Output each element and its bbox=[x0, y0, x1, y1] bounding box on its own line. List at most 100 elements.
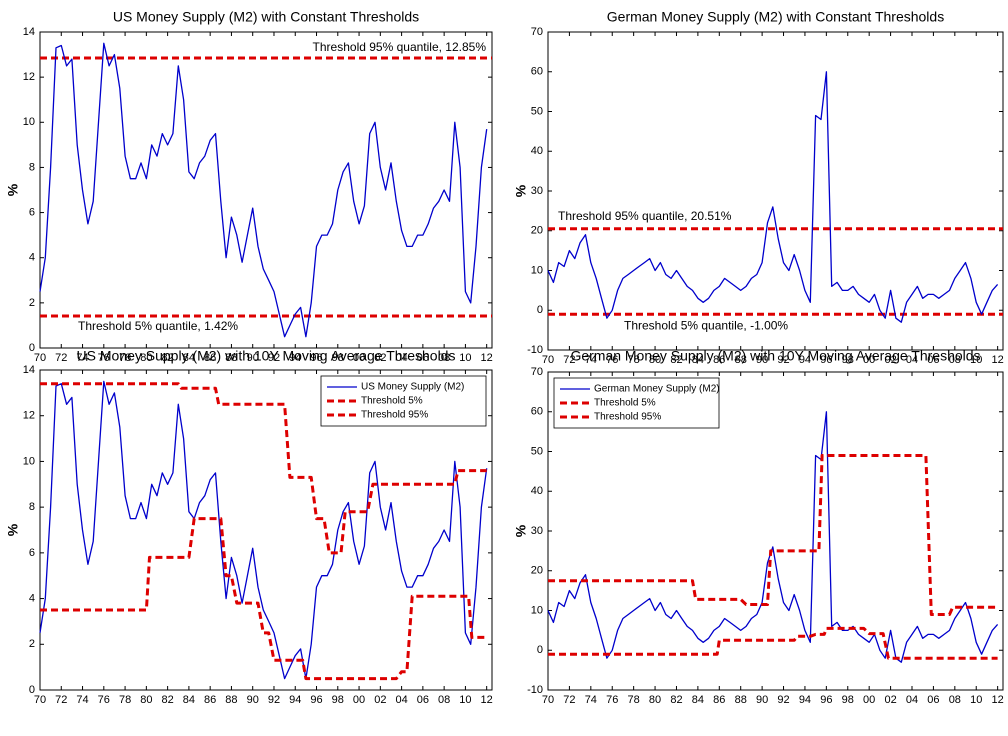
x-tick-label: 04 bbox=[906, 694, 918, 706]
x-tick-label: 70 bbox=[34, 694, 46, 706]
x-tick-label: 88 bbox=[735, 354, 747, 366]
x-tick-label: 94 bbox=[289, 352, 301, 364]
x-tick-label: 82 bbox=[670, 354, 682, 366]
x-tick-label: 00 bbox=[863, 354, 875, 366]
y-tick-label: 2 bbox=[29, 297, 35, 309]
x-tick-label: 94 bbox=[799, 354, 811, 366]
x-tick-label: 94 bbox=[289, 694, 301, 706]
y-axis-label: % bbox=[5, 523, 21, 536]
y-tick-label: 6 bbox=[29, 547, 35, 559]
series-line bbox=[39, 42, 488, 338]
y-tick-label: 40 bbox=[531, 485, 543, 497]
y-axis-label: % bbox=[513, 524, 529, 537]
y-tick-label: 0 bbox=[29, 342, 35, 354]
x-tick-label: 92 bbox=[777, 694, 789, 706]
x-tick-label: 00 bbox=[353, 352, 365, 364]
y-tick-label: 20 bbox=[531, 565, 543, 577]
threshold-line bbox=[40, 517, 487, 681]
y-tick-label: 10 bbox=[23, 455, 35, 467]
x-tick-label: 96 bbox=[310, 694, 322, 706]
threshold-label: Threshold 95% quantile, 20.51% bbox=[558, 209, 732, 223]
y-tick-label: 4 bbox=[29, 252, 35, 264]
y-tick-label: 10 bbox=[531, 264, 543, 276]
y-tick-label: 8 bbox=[29, 161, 35, 173]
y-tick-label: 70 bbox=[531, 366, 543, 378]
plot-area bbox=[39, 31, 493, 349]
y-tick-label: 50 bbox=[531, 445, 543, 457]
x-tick-label: 74 bbox=[585, 354, 597, 366]
x-tick-label: 08 bbox=[438, 694, 450, 706]
x-tick-label: 84 bbox=[692, 354, 704, 366]
x-tick-label: 90 bbox=[247, 694, 259, 706]
y-tick-label: 40 bbox=[531, 145, 543, 157]
y-axis-label: % bbox=[5, 183, 21, 196]
x-tick-label: 80 bbox=[140, 694, 152, 706]
y-tick-label: 14 bbox=[23, 26, 35, 38]
x-tick-label: 72 bbox=[563, 694, 575, 706]
x-tick-label: 88 bbox=[225, 352, 237, 364]
x-tick-label: 12 bbox=[992, 694, 1004, 706]
x-tick-label: 02 bbox=[374, 694, 386, 706]
x-tick-label: 06 bbox=[417, 352, 429, 364]
x-tick-label: 84 bbox=[183, 694, 195, 706]
series-line bbox=[547, 71, 999, 323]
x-tick-label: 78 bbox=[119, 694, 131, 706]
x-tick-label: 80 bbox=[649, 694, 661, 706]
legend-label: US Money Supply (M2) bbox=[361, 382, 464, 393]
y-tick-label: 0 bbox=[537, 304, 543, 316]
y-tick-label: 50 bbox=[531, 105, 543, 117]
x-tick-label: 98 bbox=[842, 694, 854, 706]
x-tick-label: 04 bbox=[395, 694, 407, 706]
x-tick-label: 78 bbox=[119, 352, 131, 364]
x-tick-label: 02 bbox=[884, 354, 896, 366]
x-tick-label: 90 bbox=[756, 354, 768, 366]
y-tick-label: -10 bbox=[527, 344, 543, 356]
x-tick-label: 10 bbox=[970, 694, 982, 706]
y-tick-label: -10 bbox=[527, 684, 543, 696]
x-tick-label: 98 bbox=[332, 352, 344, 364]
y-tick-label: 30 bbox=[531, 185, 543, 197]
x-tick-label: 76 bbox=[606, 694, 618, 706]
y-tick-label: 60 bbox=[531, 66, 543, 78]
y-tick-label: 0 bbox=[537, 644, 543, 656]
x-tick-label: 10 bbox=[970, 354, 982, 366]
legend-box bbox=[553, 377, 720, 429]
x-tick-label: 86 bbox=[204, 352, 216, 364]
x-tick-label: 02 bbox=[884, 694, 896, 706]
threshold-line bbox=[40, 382, 487, 555]
legend-box bbox=[320, 375, 487, 427]
x-tick-label: 84 bbox=[692, 694, 704, 706]
x-tick-label: 74 bbox=[76, 352, 88, 364]
threshold-line bbox=[548, 454, 998, 616]
x-tick-label: 96 bbox=[820, 694, 832, 706]
x-tick-label: 12 bbox=[992, 354, 1004, 366]
threshold-label: Threshold 95% quantile, 12.85% bbox=[313, 40, 487, 54]
x-tick-label: 82 bbox=[161, 352, 173, 364]
x-tick-label: 92 bbox=[777, 354, 789, 366]
legend-label: Threshold 95% bbox=[361, 410, 428, 421]
x-tick-label: 72 bbox=[563, 354, 575, 366]
chart-title: US Money Supply (M2) with 10Y Moving Ave… bbox=[77, 348, 456, 364]
series-line bbox=[39, 380, 488, 680]
series-line bbox=[547, 411, 999, 663]
chart-title: US Money Supply (M2) with Constant Thres… bbox=[113, 9, 419, 25]
x-tick-label: 06 bbox=[927, 354, 939, 366]
x-tick-label: 92 bbox=[268, 352, 280, 364]
x-tick-label: 70 bbox=[542, 694, 554, 706]
legend-label: Threshold 95% bbox=[594, 412, 661, 423]
x-tick-label: 98 bbox=[842, 354, 854, 366]
x-tick-label: 06 bbox=[417, 694, 429, 706]
x-tick-label: 86 bbox=[204, 694, 216, 706]
legend-label: German Money Supply (M2) bbox=[594, 384, 720, 395]
x-tick-label: 74 bbox=[76, 694, 88, 706]
x-tick-label: 78 bbox=[628, 694, 640, 706]
y-tick-label: 60 bbox=[531, 406, 543, 418]
y-tick-label: 2 bbox=[29, 638, 35, 650]
x-tick-label: 72 bbox=[55, 352, 67, 364]
plot-area bbox=[547, 31, 1004, 351]
x-tick-label: 80 bbox=[140, 352, 152, 364]
x-tick-label: 04 bbox=[906, 354, 918, 366]
x-tick-label: 04 bbox=[395, 352, 407, 364]
